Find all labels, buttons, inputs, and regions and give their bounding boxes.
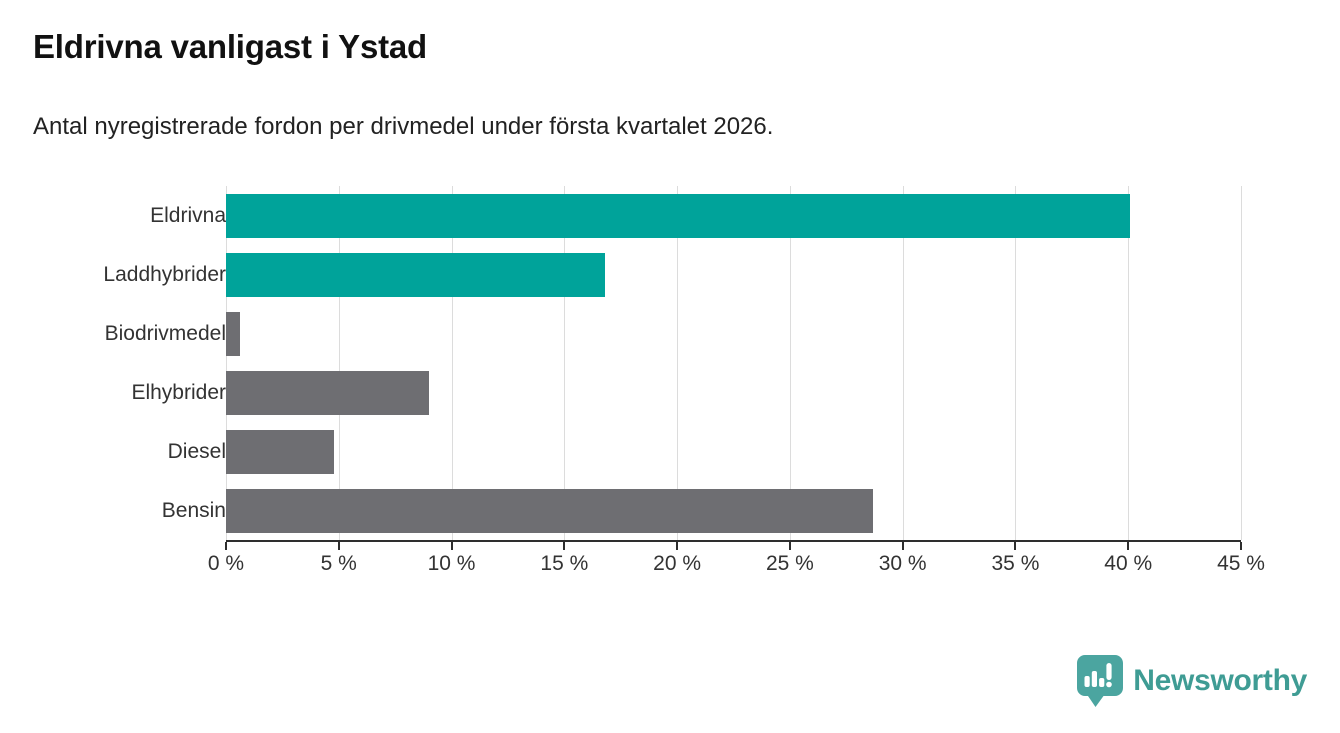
newsworthy-logo: Newsworthy: [1076, 654, 1307, 708]
bar-eldrivna: [226, 193, 1131, 238]
y-axis-label: Elhybrider: [131, 380, 226, 404]
x-axis-tick: [563, 542, 566, 550]
bar-row: [226, 363, 1241, 422]
x-axis-tick-label: 0 %: [207, 552, 245, 575]
bar-row: [226, 422, 1241, 481]
bar-biodrivmedel: [226, 311, 240, 356]
x-axis-tick-labels: 0 % 5 % 10 % 15 % 20 % 25 % 30 % 35 % 40 % 45 %: [208, 552, 1265, 582]
y-axis-label: Laddhybrider: [103, 262, 226, 286]
gridline: [1128, 186, 1130, 540]
x-axis-tick: [901, 542, 904, 550]
plot-area: [226, 186, 1242, 542]
y-axis-label: Diesel: [167, 439, 226, 463]
x-axis-tick-label: 10 %: [427, 552, 476, 575]
x-axis-tick: [676, 542, 679, 550]
x-axis-tick-label: 20 %: [653, 552, 702, 575]
y-axis-label: Biodrivmedel: [104, 321, 226, 345]
bar-row: [226, 481, 1241, 540]
x-axis-tick: [1127, 542, 1130, 550]
x-axis-tick-label: 35 %: [991, 552, 1040, 575]
bar-bensin: [226, 488, 874, 533]
y-axis-labels: Eldrivna Laddhybrider Biodrivmedel Elhybrid…: [0, 186, 226, 540]
x-axis-tick-label: 15 %: [540, 552, 589, 575]
x-axis-tick: [337, 542, 340, 550]
newsworthy-icon: [1077, 655, 1124, 707]
bar-rows: [226, 186, 1241, 540]
x-axis-tick-label: 40 %: [1104, 552, 1153, 575]
bar-row: [226, 304, 1241, 363]
gridline: [677, 186, 679, 540]
bar-diesel: [226, 429, 335, 474]
gridline: [902, 186, 904, 540]
bar-laddhybrider: [226, 252, 605, 297]
gridline: [564, 186, 566, 540]
chart-title: Eldrivna vanligast i Ystad: [33, 28, 428, 65]
gridline: [1241, 186, 1242, 540]
chart-subtitle: Antal nyregistrerade fordon per drivmede…: [33, 113, 774, 140]
bar-elhybrider: [226, 370, 429, 415]
y-axis-label: Eldrivna: [150, 203, 226, 227]
bar-row: [226, 186, 1241, 245]
x-axis-tick-label: 25 %: [765, 552, 814, 575]
y-axis-label: Bensin: [161, 498, 226, 522]
x-axis: [225, 542, 1242, 552]
x-axis-tick: [450, 542, 453, 550]
gridline: [789, 186, 791, 540]
gridline: [226, 186, 227, 540]
x-axis-tick: [225, 542, 227, 550]
x-axis-tick-label: 45 %: [1217, 552, 1265, 575]
x-axis-tick: [1014, 542, 1017, 550]
newsworthy-wordmark: Newsworthy: [1133, 664, 1307, 697]
bar-row: [226, 245, 1241, 304]
gridline: [1015, 186, 1017, 540]
x-axis-tick-label: 5 %: [320, 552, 357, 575]
x-axis-tick: [1240, 542, 1242, 550]
gridline: [338, 186, 340, 540]
bar-chart: Eldrivna Laddhybrider Biodrivmedel Elhybrid…: [0, 186, 1265, 586]
gridline: [451, 186, 453, 540]
x-axis-tick-label: 30 %: [878, 552, 927, 575]
x-axis-tick: [788, 542, 791, 550]
